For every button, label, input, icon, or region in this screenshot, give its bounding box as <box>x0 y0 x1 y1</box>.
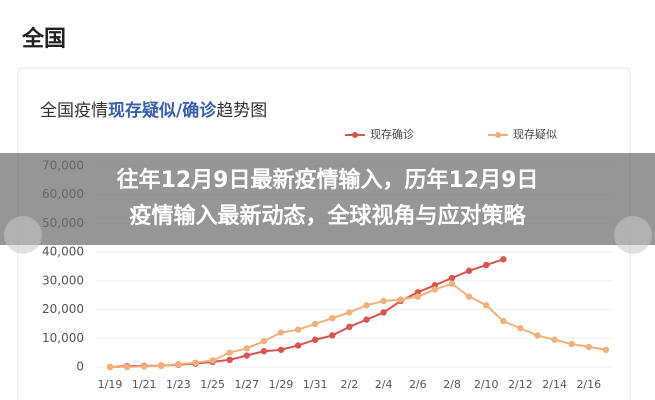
x-tick-label: 2/10 <box>474 378 499 391</box>
banner: 往年12月9日最新疫情输入，历年12月9日 疫情输入最新动态，全球视角与应对策略 <box>0 153 655 245</box>
y-tick-label: 0 <box>76 360 84 374</box>
y-tick-label: 10,000 <box>42 331 84 345</box>
data-point <box>397 296 404 303</box>
x-tick-label: 1/29 <box>269 378 294 391</box>
data-point <box>500 256 507 263</box>
data-point <box>260 337 268 345</box>
data-point <box>329 332 336 339</box>
legend-label: 现存确诊 <box>370 127 414 141</box>
data-point <box>465 293 473 300</box>
data-point <box>431 286 439 293</box>
x-tick-label: 1/31 <box>303 378 328 391</box>
data-point <box>483 261 490 269</box>
data-point <box>534 332 541 339</box>
x-tick-label: 1/21 <box>132 378 157 391</box>
x-tick-label: 1/25 <box>200 378 225 391</box>
data-point <box>243 345 250 352</box>
legend-label: 现存疑似 <box>513 127 557 141</box>
page-header: 全国 <box>21 26 66 52</box>
data-point <box>602 346 610 353</box>
data-point <box>363 302 370 309</box>
data-point <box>448 274 456 282</box>
data-point <box>106 363 114 371</box>
x-tick-label: 2/6 <box>409 378 427 391</box>
next-button[interactable] <box>614 216 652 254</box>
data-point <box>551 336 558 343</box>
data-point <box>500 317 507 325</box>
y-tick-label: 40,000 <box>42 245 84 259</box>
data-point <box>448 280 456 287</box>
data-point <box>585 343 592 351</box>
x-tick-label: 2/8 <box>443 378 461 391</box>
chart-title: 全国疫情现存疑似/确诊趋势图 <box>40 100 267 121</box>
title-part: 全国疫情 <box>40 101 108 121</box>
data-point <box>294 326 302 333</box>
data-point <box>363 316 370 323</box>
banner-line: 往年12月9日最新疫情输入，历年12月9日 <box>116 168 539 193</box>
data-point <box>158 362 165 370</box>
y-tick-label: 20,000 <box>42 302 84 316</box>
data-point <box>380 309 387 316</box>
banner-line: 疫情输入最新动态，全球视角与应对策略 <box>129 204 526 229</box>
data-point <box>346 323 353 330</box>
prev-button[interactable] <box>4 216 42 254</box>
x-tick-label: 2/12 <box>508 378 533 391</box>
data-point <box>312 320 319 328</box>
data-point <box>346 309 353 316</box>
data-point <box>568 340 575 348</box>
data-point <box>141 363 148 370</box>
data-point <box>243 352 250 359</box>
data-point <box>517 325 524 332</box>
data-point <box>226 356 233 364</box>
x-tick-label: 2/2 <box>341 378 359 391</box>
data-point <box>192 359 199 366</box>
data-point <box>414 293 421 300</box>
data-point <box>226 349 233 356</box>
data-point <box>209 357 216 364</box>
data-point <box>175 360 182 368</box>
data-point <box>260 348 268 355</box>
data-point <box>277 329 285 336</box>
x-tick-label: 1/19 <box>98 378 123 391</box>
data-point <box>329 314 336 322</box>
data-point <box>277 346 285 353</box>
data-point <box>123 363 131 371</box>
x-tick-label: 1/27 <box>234 378 259 391</box>
legend-dot <box>495 132 501 138</box>
x-tick-label: 1/23 <box>166 378 191 391</box>
x-tick-label: 2/14 <box>542 378 567 391</box>
x-tick-label: 2/16 <box>576 378 601 391</box>
data-point <box>294 342 302 349</box>
data-point <box>380 297 387 305</box>
data-point <box>483 302 490 309</box>
title-part: 现存疑似/确诊 <box>108 100 217 121</box>
y-tick-label: 30,000 <box>42 273 84 287</box>
data-point <box>465 267 473 275</box>
x-tick-label: 2/4 <box>375 378 393 391</box>
title-part: 趋势图 <box>216 101 267 121</box>
legend-dot <box>352 132 358 138</box>
data-point <box>312 336 319 343</box>
